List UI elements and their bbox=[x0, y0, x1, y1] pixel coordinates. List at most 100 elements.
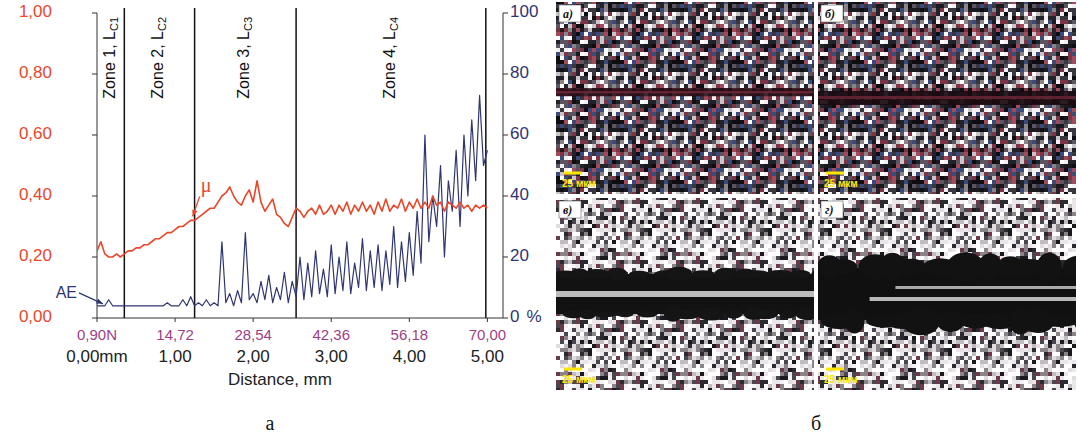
y-tick-label: 1,00 bbox=[19, 2, 52, 21]
micrograph-ground bbox=[818, 2, 1076, 194]
x-tick bbox=[175, 318, 176, 322]
zone-label: Zone 4, LC4 bbox=[381, 17, 400, 99]
x2-tick-label: 42,36 bbox=[312, 326, 350, 343]
track-edge-blob bbox=[811, 268, 814, 279]
x2-tick-label: 70,00 bbox=[469, 326, 507, 343]
track-edge-blob bbox=[779, 309, 796, 318]
scale-bar bbox=[826, 368, 844, 371]
panel-caption: а bbox=[266, 412, 275, 434]
y-tick bbox=[92, 135, 97, 136]
x-axis-line bbox=[97, 318, 503, 319]
x2-tick-label: 0,90N bbox=[77, 326, 117, 343]
y-axis-line bbox=[97, 13, 98, 318]
panel-caption: б bbox=[811, 412, 821, 434]
track-edge-blob bbox=[902, 307, 940, 336]
x-tick bbox=[253, 318, 254, 322]
x2-tick-label: 28,54 bbox=[234, 326, 272, 343]
zone-label: Zone 1, LC1 bbox=[101, 17, 120, 99]
x-tick-label: 1,00 bbox=[159, 347, 192, 366]
y-tick-label: 0,60 bbox=[19, 124, 52, 143]
y2-tick bbox=[503, 257, 508, 258]
track-edge-blob bbox=[744, 270, 769, 278]
series-line bbox=[97, 95, 487, 305]
zone-boundary bbox=[124, 8, 126, 318]
y2-unit-label: % bbox=[526, 307, 541, 326]
y-tick bbox=[92, 318, 97, 319]
zone-label-main: Zone 1, L bbox=[101, 31, 118, 99]
label-arrowhead bbox=[96, 299, 103, 304]
y2-tick bbox=[503, 135, 508, 136]
label-arrow bbox=[193, 196, 200, 216]
x-tick-label: 2,00 bbox=[237, 347, 270, 366]
x-tick bbox=[409, 318, 410, 322]
scale-bar bbox=[826, 172, 844, 175]
y-tick bbox=[92, 257, 97, 258]
track-edge-blob bbox=[766, 270, 794, 278]
track-edge-blob bbox=[751, 309, 778, 319]
track-edge-blob bbox=[844, 309, 864, 334]
micrograph-ground bbox=[556, 198, 814, 390]
zone-label: Zone 2, LC2 bbox=[150, 17, 169, 99]
track-edge-blob bbox=[832, 259, 857, 275]
chart-panel: 0,000,200,400,600,801,00020406080100%0,0… bbox=[19, 2, 542, 389]
x-tick bbox=[97, 318, 98, 322]
track-groove bbox=[556, 291, 814, 297]
track-edge-blob bbox=[1063, 255, 1076, 278]
series-label: AE bbox=[56, 284, 77, 301]
y2-tick bbox=[503, 318, 508, 319]
scratch-track bbox=[818, 91, 1076, 105]
y2-tick bbox=[503, 74, 508, 75]
track-edge-blob bbox=[896, 259, 926, 276]
track-edge-blob bbox=[1037, 253, 1062, 282]
zone-label-main: Zone 3, L bbox=[236, 31, 253, 99]
x2-tick-label: 56,18 bbox=[391, 326, 429, 343]
x-axis-title: Distance, mm bbox=[228, 370, 332, 389]
scale-bar bbox=[564, 172, 582, 175]
y2-tick-label: 0 bbox=[510, 307, 519, 326]
track-edge-blob bbox=[665, 267, 693, 281]
micrograph bbox=[556, 198, 814, 390]
micrograph-panel: а)25 мкмб)25 мкмв)25 мкмг)25 мкм bbox=[554, 2, 1081, 390]
x-tick-label: 4,00 bbox=[393, 347, 426, 366]
track-groove bbox=[895, 286, 1076, 289]
micrograph-ground bbox=[818, 198, 1076, 390]
y2-tick bbox=[503, 13, 508, 14]
x-tick bbox=[331, 318, 332, 322]
zone-boundary bbox=[485, 8, 487, 318]
zone-label-main: Zone 4, L bbox=[381, 31, 398, 99]
zone-boundary bbox=[295, 8, 297, 318]
x-tick-label: 0,00mm bbox=[66, 347, 127, 366]
track-edge-blob bbox=[673, 309, 701, 319]
scale-bar-label: 25 мкм bbox=[562, 178, 596, 189]
scale-bar bbox=[564, 368, 582, 371]
track-edge-blob bbox=[790, 270, 810, 278]
y-tick bbox=[92, 13, 97, 14]
micrograph bbox=[818, 2, 1076, 194]
series-label: μ bbox=[201, 174, 212, 197]
micrograph bbox=[818, 198, 1076, 390]
y2-tick-label: 60 bbox=[510, 124, 529, 143]
label-arrow bbox=[79, 293, 103, 304]
y-tick bbox=[92, 196, 97, 197]
label-arrowhead bbox=[192, 209, 197, 216]
y2-tick-label: 20 bbox=[510, 246, 529, 265]
track-edge-blob bbox=[796, 308, 814, 320]
figure: 0,000,200,400,600,801,00020406080100%0,0… bbox=[0, 0, 1081, 439]
y-tick bbox=[92, 74, 97, 75]
micrograph-label: г) bbox=[825, 203, 833, 217]
scale-bar-label: 25 мкм bbox=[824, 374, 858, 385]
zone-boundary bbox=[194, 8, 196, 318]
zone-label: Zone 3, LC3 bbox=[236, 17, 255, 99]
track-edge-blob bbox=[697, 307, 725, 320]
micrograph-label: б) bbox=[825, 7, 835, 21]
micrograph-label-box bbox=[821, 201, 843, 218]
track-edge-blob bbox=[1040, 315, 1076, 327]
series-line bbox=[97, 181, 487, 257]
track-edge-blob bbox=[629, 271, 650, 277]
y-tick-label: 0,00 bbox=[19, 307, 52, 326]
zone-label-subscript: C3 bbox=[242, 17, 254, 31]
y-tick-label: 0,40 bbox=[19, 185, 52, 204]
scale-bar-label: 25 мкм bbox=[562, 374, 596, 385]
micrograph-label: в) bbox=[563, 203, 572, 217]
micrograph-label-box bbox=[821, 5, 843, 22]
